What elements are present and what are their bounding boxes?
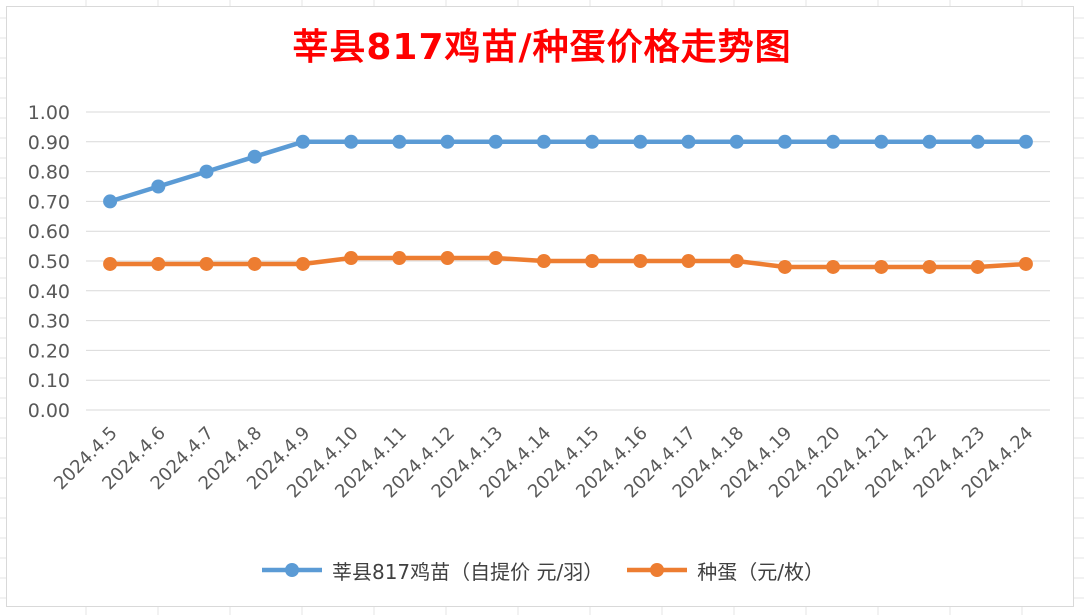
y-tick-label: 1.00 (28, 102, 70, 124)
data-point-1[interactable] (247, 256, 262, 271)
data-point-0[interactable] (392, 134, 407, 149)
data-point-1[interactable] (826, 259, 841, 274)
y-tick-label: 0.00 (28, 400, 70, 422)
y-tick-label: 0.60 (28, 221, 70, 243)
data-point-0[interactable] (585, 134, 600, 149)
chart-title: 莘县817鸡苗/种蛋价格走势图 (292, 27, 792, 68)
data-point-0[interactable] (922, 134, 937, 149)
data-point-0[interactable] (103, 194, 118, 209)
y-tick-label: 0.30 (28, 311, 70, 333)
data-point-1[interactable] (1018, 256, 1033, 271)
data-point-1[interactable] (151, 256, 166, 271)
data-point-1[interactable] (874, 259, 889, 274)
data-point-1[interactable] (681, 254, 696, 268)
y-tick-label: 0.20 (28, 340, 70, 362)
data-point-0[interactable] (151, 179, 166, 194)
data-point-1[interactable] (729, 254, 744, 268)
y-tick-label: 0.80 (28, 162, 70, 184)
data-point-0[interactable] (970, 134, 985, 149)
data-point-0[interactable] (777, 134, 792, 149)
legend-item-egg: 种蛋（元/枚） (625, 556, 824, 585)
data-point-1[interactable] (633, 254, 648, 268)
data-point-1[interactable] (970, 259, 985, 274)
data-point-1[interactable] (440, 251, 455, 266)
chart-area[interactable] (6, 6, 1074, 607)
legend-label-chick: 莘县817鸡苗（自提价 元/羽） (331, 559, 604, 584)
data-point-0[interactable] (729, 134, 744, 149)
data-point-0[interactable] (199, 164, 214, 179)
y-tick-label: 0.10 (28, 370, 70, 392)
data-point-0[interactable] (874, 134, 889, 149)
data-point-0[interactable] (536, 134, 551, 149)
data-point-0[interactable] (1018, 134, 1033, 149)
data-point-1[interactable] (488, 251, 503, 266)
data-point-0[interactable] (633, 134, 648, 149)
data-point-1[interactable] (585, 254, 600, 268)
data-point-1[interactable] (777, 259, 792, 274)
data-point-0[interactable] (681, 134, 696, 149)
legend-marker-egg (627, 563, 688, 577)
data-point-1[interactable] (103, 256, 118, 271)
data-point-1[interactable] (536, 254, 551, 268)
y-tick-label: 0.90 (28, 132, 70, 154)
legend-item-chick: 莘县817鸡苗（自提价 元/羽） (260, 556, 603, 585)
data-point-1[interactable] (295, 256, 310, 271)
data-point-0[interactable] (488, 134, 503, 149)
legend-label-egg: 种蛋（元/枚） (697, 559, 825, 584)
y-tick-label: 0.70 (28, 191, 70, 213)
data-point-1[interactable] (392, 251, 407, 266)
data-point-1[interactable] (922, 259, 937, 274)
data-point-0[interactable] (247, 149, 262, 164)
y-tick-label: 0.50 (28, 251, 70, 273)
data-point-1[interactable] (344, 251, 359, 266)
legend: 莘县817鸡苗（自提价 元/羽） 种蛋（元/枚） (0, 552, 1084, 588)
data-point-0[interactable] (344, 134, 359, 149)
data-point-0[interactable] (440, 134, 455, 149)
legend-marker-chick (261, 563, 322, 577)
series-line-0[interactable] (109, 139, 1026, 204)
data-point-0[interactable] (826, 134, 841, 149)
data-point-0[interactable] (295, 134, 310, 149)
y-tick-label: 0.40 (28, 281, 70, 303)
data-point-1[interactable] (199, 256, 214, 271)
series-line-1[interactable] (110, 255, 1027, 270)
